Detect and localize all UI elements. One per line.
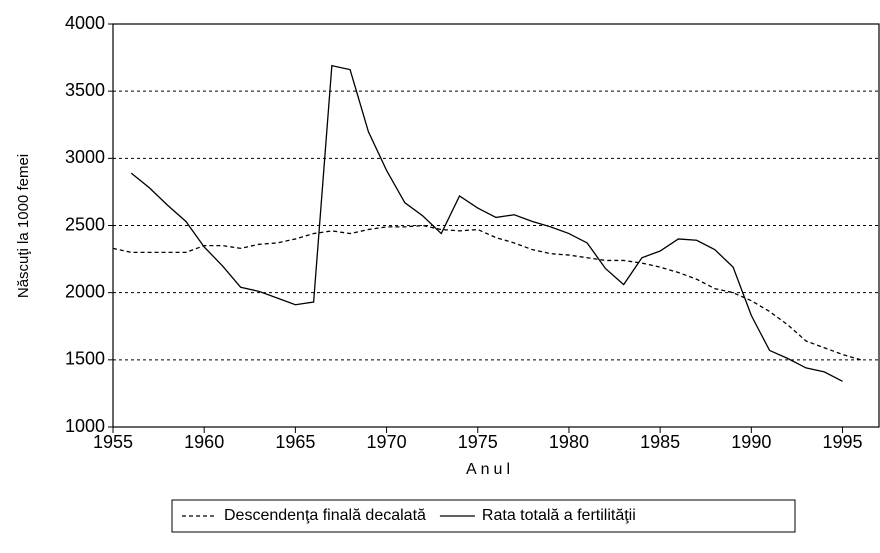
x-tick-label: 1975 [458, 432, 498, 452]
y-tick-label: 3000 [65, 147, 105, 167]
x-axis-label: Anul [466, 461, 514, 478]
x-tick-label: 1970 [367, 432, 407, 452]
legend-box [171, 499, 796, 533]
x-tick-label: 1990 [731, 432, 771, 452]
x-tick-label: 1995 [823, 432, 863, 452]
x-tick-label: 1980 [549, 432, 589, 452]
x-tick-label: 1965 [275, 432, 315, 452]
plot-frame [112, 23, 880, 428]
y-tick-label: 4000 [65, 13, 105, 33]
y-tick-label: 2000 [65, 281, 105, 301]
x-tick-label: 1955 [93, 432, 133, 452]
x-tick-label: 1960 [184, 432, 224, 452]
x-tick-label: 1985 [640, 432, 680, 452]
legend-label: Rata totală a fertilităţii [482, 507, 636, 524]
y-tick-label: 1000 [65, 416, 105, 436]
series-line [130, 64, 843, 382]
legend-label: Descendenţa finală decalată [224, 507, 426, 524]
y-axis-label: Născuţi la 1000 femei [15, 154, 32, 298]
y-tick-label: 1500 [65, 349, 105, 369]
y-tick-label: 2500 [65, 214, 105, 234]
series-line [112, 224, 861, 361]
y-tick-label: 3500 [65, 80, 105, 100]
